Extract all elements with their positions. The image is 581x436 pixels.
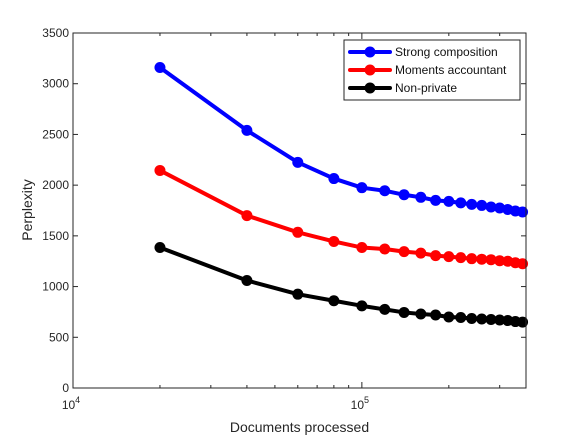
data-point [356,300,368,312]
data-point [517,258,529,270]
data-point [455,312,467,324]
data-point [476,199,488,211]
data-point [379,243,391,255]
data-point [485,254,497,266]
data-point [379,185,391,197]
data-point [430,309,442,321]
y-axis-title: Perplexity [19,179,35,240]
data-point [356,242,368,254]
x-axis-title: Documents processed [230,419,369,435]
data-point [466,253,478,265]
legend-item: Strong composition [348,45,498,59]
data-point [241,274,253,286]
y-tick-label: 2000 [42,178,69,192]
data-point [455,197,467,209]
data-point [292,226,304,238]
legend-label: Moments accountant [395,63,507,77]
y-tick-label: 3000 [42,77,69,91]
legend-item: Non-private [348,81,457,95]
data-point [494,255,506,267]
data-point [430,250,442,262]
data-point [494,314,506,326]
x-tick-label: 104 [62,395,80,412]
data-point [443,311,455,323]
legend: Strong composition Moments accountant Non-… [343,39,521,101]
y-tick-label: 1000 [42,280,69,294]
data-point [356,182,368,194]
legend-marker [364,46,376,58]
x-tick-label: 105 [351,395,369,412]
data-point [466,313,478,325]
legend-label: Non-private [395,81,457,95]
data-point [241,210,253,222]
data-point [485,314,497,326]
data-point [485,201,497,213]
data-point [398,189,410,201]
data-point [241,124,253,136]
data-point [415,191,427,203]
y-tick-label: 3500 [42,26,69,40]
data-point [398,246,410,258]
data-point [328,295,340,307]
legend-label: Strong composition [395,45,498,59]
data-point [430,194,442,206]
data-point [466,198,478,210]
data-point [415,308,427,320]
data-point [328,173,340,185]
data-point [517,316,529,328]
data-point [154,164,166,176]
legend-marker [364,82,376,94]
data-point [328,235,340,247]
data-point [476,253,488,265]
data-point [379,303,391,315]
data-point [517,206,529,218]
series-layer [154,61,529,328]
data-point [292,288,304,300]
series-2 [154,242,529,328]
data-point [154,242,166,254]
y-tick-label: 500 [49,330,69,344]
plot-frame [72,32,527,389]
y-tick-label: 2500 [42,127,69,141]
data-point [415,247,427,259]
legend-marker [364,64,376,76]
y-tick-label: 0 [62,381,69,395]
data-point [398,306,410,318]
data-point [476,313,488,325]
axis-layer: 0 500 1000 1500 2000 2500 3000 3500 104 105 [42,26,527,412]
data-point [443,195,455,207]
legend-item: Moments accountant [348,63,507,77]
data-point [292,156,304,168]
data-point [443,251,455,263]
data-point [455,252,467,264]
series-0 [154,61,529,218]
data-point [154,61,166,73]
y-tick-label: 1500 [42,229,69,243]
series-1 [154,164,529,270]
